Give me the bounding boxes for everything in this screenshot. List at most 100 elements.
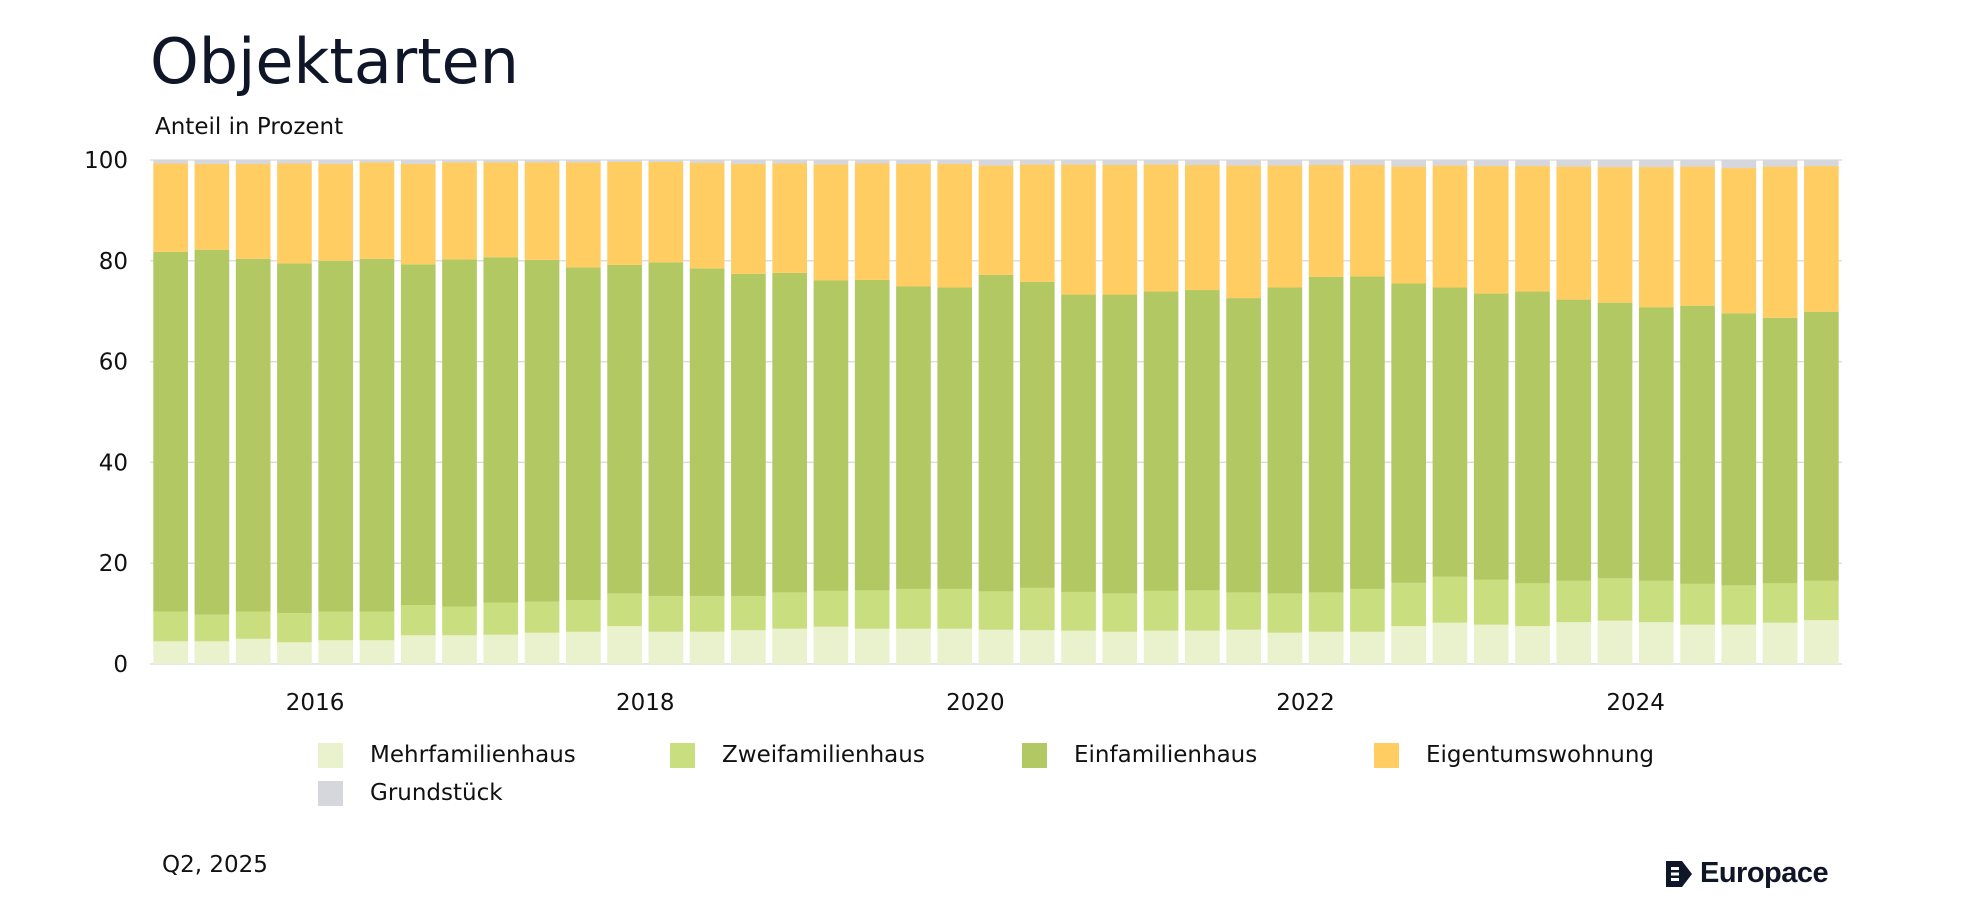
bar-segment <box>359 611 395 641</box>
legend-swatch <box>1022 742 1047 768</box>
bar-segment <box>400 635 436 664</box>
bar-segment <box>1019 587 1055 631</box>
bar-segment <box>1473 293 1509 580</box>
bar-segment <box>235 638 271 664</box>
bar-segment <box>1762 583 1798 623</box>
bar-segment <box>318 611 354 641</box>
bar-segment <box>194 614 230 642</box>
bar-segment <box>1226 298 1261 593</box>
bar-segment <box>1061 164 1096 295</box>
bar-segment <box>1019 281 1055 588</box>
bar-segment <box>565 267 601 600</box>
bar-segment <box>318 640 354 664</box>
bar-segment <box>1721 585 1757 625</box>
bar-segment <box>1143 164 1179 292</box>
bar-segment <box>1680 160 1715 167</box>
bar-segment <box>1680 624 1715 664</box>
bar-segment <box>772 163 807 273</box>
bar-segment <box>1102 160 1138 166</box>
bar-segment <box>318 164 354 261</box>
bar-segment <box>1804 166 1839 312</box>
bar-segment <box>648 160 684 163</box>
bar-segment <box>1515 291 1550 584</box>
bar-segment <box>772 272 807 593</box>
bar-segment <box>854 279 890 591</box>
bar-segment <box>1061 630 1096 664</box>
legend-label: Mehrfamilienhaus <box>370 742 576 768</box>
bar-segment <box>318 160 354 165</box>
bar-segment <box>689 163 725 269</box>
bar-segment <box>854 163 890 280</box>
bar-segment <box>277 642 312 664</box>
bar-segment <box>1391 160 1427 167</box>
legend-item: Grundstück <box>318 778 503 808</box>
bar-segment <box>978 160 1014 166</box>
legend-item: Mehrfamilienhaus <box>318 740 576 770</box>
bar-segment <box>1515 166 1550 292</box>
europace-logo-mark <box>1666 860 1692 887</box>
bar-segment <box>1556 160 1592 167</box>
bar-segment <box>235 164 271 259</box>
bar-segment <box>1061 294 1096 592</box>
bar-segment <box>483 634 519 664</box>
legend-label: Grundstück <box>370 780 503 806</box>
bar-segment <box>1432 165 1468 288</box>
bar-segment <box>1019 164 1055 282</box>
bar-segment <box>1638 167 1674 308</box>
bar-segment <box>1267 287 1303 594</box>
bar-segment <box>1226 160 1261 166</box>
bar-segment <box>937 628 973 664</box>
legend-item: Einfamilienhaus <box>1022 740 1257 770</box>
bar-segment <box>565 160 601 163</box>
y-tick-label: 20 <box>99 551 128 577</box>
bar-segment <box>153 611 188 642</box>
y-tick-label: 0 <box>113 652 128 678</box>
x-tick-label: 2022 <box>1276 690 1335 716</box>
bar-segment <box>1391 582 1427 627</box>
bar-segment <box>277 263 312 614</box>
bar-segment <box>400 264 436 606</box>
bar-segment <box>442 635 477 664</box>
bar-segment <box>1597 302 1633 579</box>
bar-segment <box>731 160 766 165</box>
bar-segment <box>731 595 766 631</box>
bar-segment <box>1597 167 1633 303</box>
bar-segment <box>1432 287 1468 577</box>
bar-segment <box>277 163 312 264</box>
bar-segment <box>1680 166 1715 306</box>
x-tick-label: 2016 <box>286 690 345 716</box>
bar-segment <box>937 164 973 288</box>
bar-segment <box>1804 620 1839 664</box>
bar-segment <box>1473 624 1509 664</box>
bar-segment <box>1515 583 1550 627</box>
y-tick-label: 40 <box>99 450 128 476</box>
y-tick-label: 100 <box>84 148 128 174</box>
bar-segment <box>1762 166 1798 318</box>
bar-segment <box>524 160 560 163</box>
bar-segment <box>1638 160 1674 168</box>
bar-segment <box>1721 313 1757 586</box>
bar-segment <box>277 160 312 164</box>
bar-segment <box>1102 631 1138 664</box>
y-tick-label: 60 <box>99 350 128 376</box>
bar-segment <box>1515 160 1550 167</box>
bar-segment <box>442 160 477 163</box>
bar-segment <box>483 602 519 635</box>
bar-segment <box>1432 160 1468 166</box>
bar-segment <box>607 160 642 163</box>
x-axis-ticks: 2016 2018 2020 2022 2024 <box>286 690 1665 716</box>
bar-segment <box>731 273 766 596</box>
bar-segment <box>400 160 436 165</box>
bar-segment <box>1267 160 1303 166</box>
bar-segment <box>1515 626 1550 664</box>
bar-segment <box>1267 593 1303 633</box>
y-axis-label: Anteil in Prozent <box>155 114 344 140</box>
bar-segment <box>896 628 931 664</box>
bar-segment <box>524 601 560 633</box>
bar-segment <box>1391 283 1427 583</box>
bar-segment <box>607 626 642 664</box>
bar-segment <box>731 630 766 664</box>
bar-segment <box>442 162 477 260</box>
bar-segment <box>524 259 560 602</box>
bar-segment <box>772 592 807 629</box>
